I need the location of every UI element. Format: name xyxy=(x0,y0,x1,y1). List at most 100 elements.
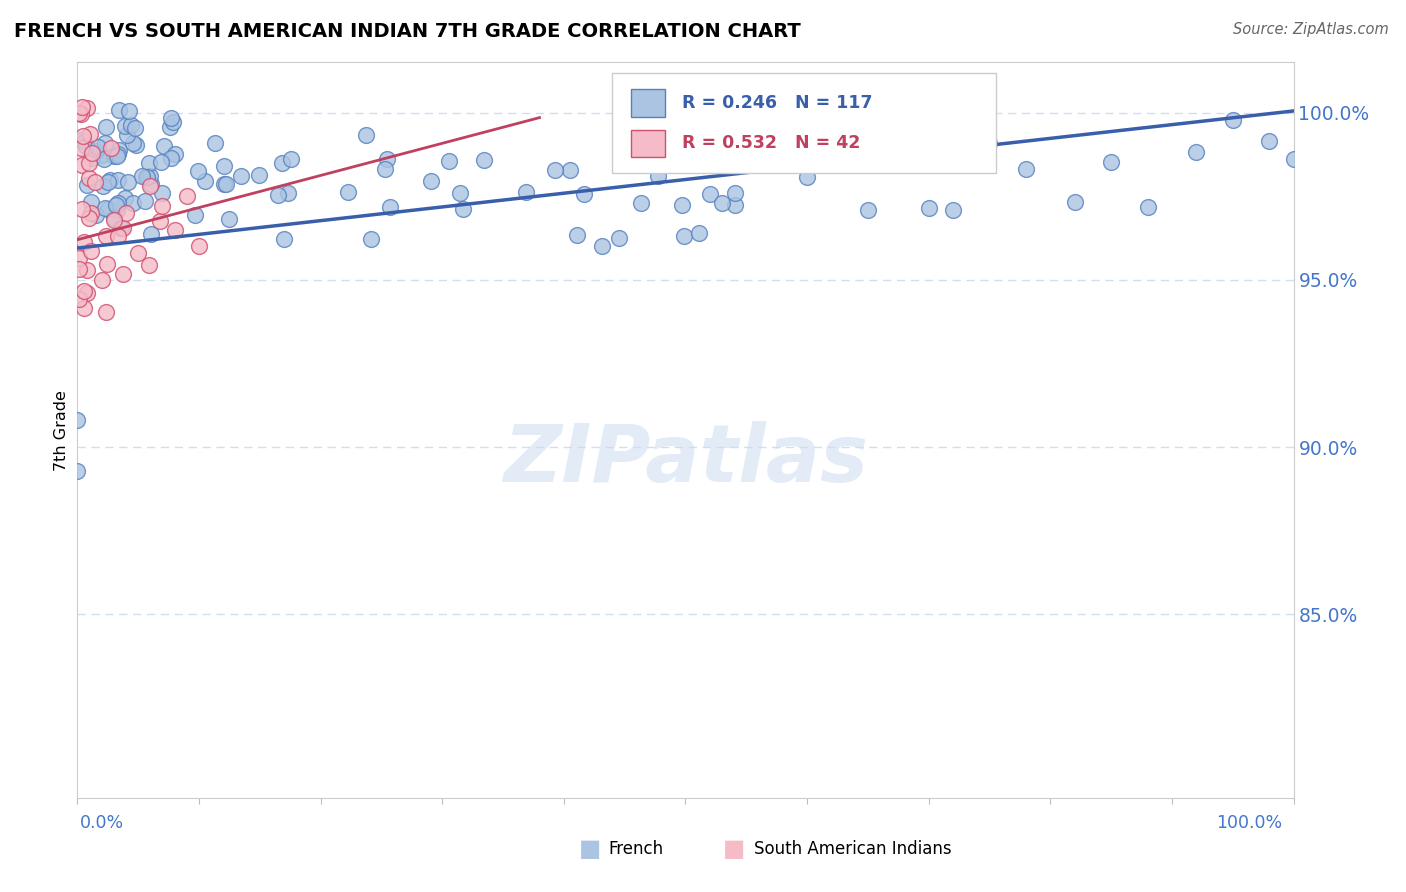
Point xyxy=(188,239,211,253)
Point xyxy=(544,163,567,178)
Point xyxy=(138,258,160,272)
Point xyxy=(117,175,139,189)
Point xyxy=(94,120,117,134)
Point xyxy=(184,208,207,222)
Bar xyxy=(631,129,665,157)
Point xyxy=(75,139,97,153)
Point xyxy=(76,286,98,301)
Point xyxy=(73,135,96,149)
Point xyxy=(100,141,122,155)
Point xyxy=(93,136,115,151)
Point xyxy=(84,208,107,222)
Text: 0.0%: 0.0% xyxy=(80,814,124,831)
Point xyxy=(115,128,138,143)
Point xyxy=(135,170,157,185)
Text: 100.0%: 100.0% xyxy=(1216,814,1282,831)
Point xyxy=(70,133,93,147)
Text: Source: ZipAtlas.com: Source: ZipAtlas.com xyxy=(1233,22,1389,37)
Point xyxy=(354,128,377,143)
Point xyxy=(165,147,187,161)
Point xyxy=(73,301,96,315)
Point xyxy=(194,173,217,187)
Point xyxy=(84,175,107,189)
Point xyxy=(96,257,118,271)
Point xyxy=(942,202,965,217)
Point xyxy=(247,168,270,182)
Point xyxy=(103,212,125,227)
Point xyxy=(93,152,115,166)
Point xyxy=(105,149,128,163)
Point xyxy=(72,128,94,143)
Point xyxy=(120,119,142,133)
Point xyxy=(820,144,842,158)
Point xyxy=(94,228,117,243)
Point xyxy=(127,246,149,260)
Point xyxy=(204,136,226,151)
Point xyxy=(724,198,747,212)
Point xyxy=(893,146,915,161)
Point xyxy=(1258,134,1281,148)
Point xyxy=(378,200,401,214)
Point xyxy=(153,138,176,153)
Point xyxy=(97,202,120,216)
Point xyxy=(159,120,181,134)
Point xyxy=(67,293,90,307)
Point xyxy=(80,244,103,258)
Point xyxy=(111,221,134,235)
Point xyxy=(72,158,94,172)
Point xyxy=(673,229,696,244)
Point xyxy=(1282,153,1305,167)
Point xyxy=(1136,200,1159,214)
Point xyxy=(515,185,537,199)
Text: South American Indians: South American Indians xyxy=(754,840,952,858)
Point xyxy=(90,273,112,287)
Point xyxy=(87,139,110,153)
Point xyxy=(121,136,143,150)
Point xyxy=(67,251,90,265)
Point xyxy=(139,169,162,183)
Point xyxy=(67,261,90,276)
Point xyxy=(229,169,252,183)
Point xyxy=(79,127,101,141)
Point xyxy=(609,231,631,245)
Point xyxy=(76,263,98,277)
Point xyxy=(107,173,129,187)
Point xyxy=(724,186,747,200)
Text: French: French xyxy=(609,840,664,858)
Point xyxy=(94,201,117,215)
Point xyxy=(135,169,157,184)
Text: FRENCH VS SOUTH AMERICAN INDIAN 7TH GRADE CORRELATION CHART: FRENCH VS SOUTH AMERICAN INDIAN 7TH GRAD… xyxy=(14,22,801,41)
Point xyxy=(699,186,721,201)
Point xyxy=(360,232,382,246)
Point xyxy=(574,186,596,201)
Point xyxy=(80,151,103,165)
Point xyxy=(77,171,100,186)
Point xyxy=(112,267,135,281)
Point xyxy=(337,185,360,199)
Point xyxy=(125,138,148,153)
Point xyxy=(73,235,96,250)
Point xyxy=(187,163,209,178)
Point xyxy=(139,179,162,194)
Point xyxy=(67,105,90,120)
Point xyxy=(76,101,98,115)
Point xyxy=(138,156,160,170)
Point xyxy=(114,191,136,205)
Point xyxy=(110,220,132,235)
Point xyxy=(162,115,184,129)
Point xyxy=(108,103,131,117)
Point xyxy=(671,198,693,212)
Y-axis label: 7th Grade: 7th Grade xyxy=(53,390,69,471)
Point xyxy=(134,194,156,208)
Point xyxy=(66,413,89,427)
Text: R = 0.532   N = 42: R = 0.532 N = 42 xyxy=(682,135,860,153)
Point xyxy=(772,140,794,154)
Point xyxy=(565,227,588,242)
Point xyxy=(84,144,107,158)
Text: ZIPatlas: ZIPatlas xyxy=(503,421,868,499)
Point xyxy=(163,223,186,237)
Point xyxy=(218,212,240,227)
Point xyxy=(114,119,136,133)
Point xyxy=(270,156,292,170)
Bar xyxy=(631,89,665,117)
